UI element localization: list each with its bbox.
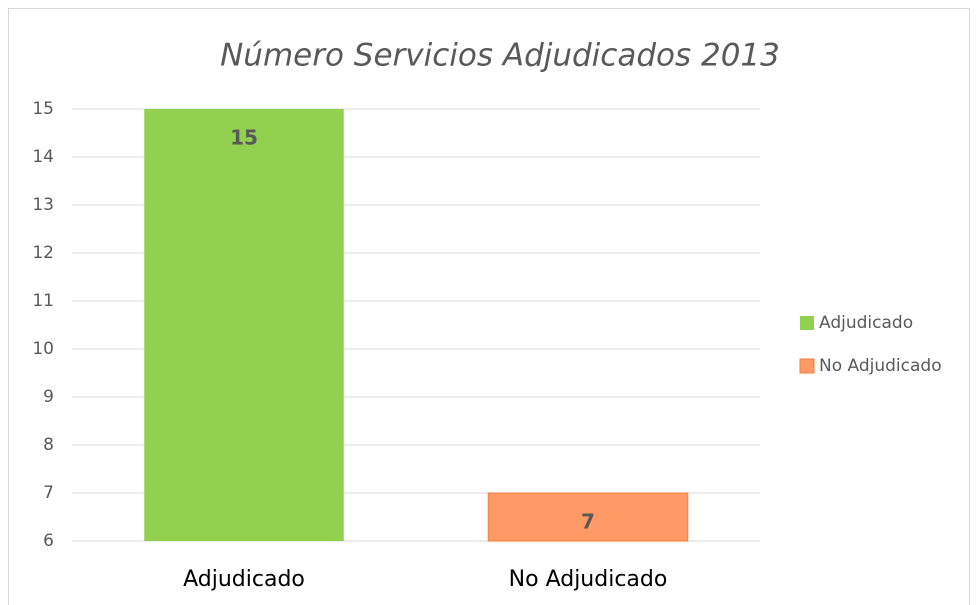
y-tick-label: 9	[43, 387, 54, 407]
bar	[144, 109, 344, 541]
x-tick-label: Adjudicado	[183, 567, 305, 592]
y-tick-label: 7	[43, 483, 54, 503]
y-tick-label: 8	[43, 435, 54, 455]
y-tick-label: 14	[32, 147, 54, 167]
legend-swatch	[800, 316, 814, 330]
y-tick-label: 12	[32, 243, 54, 263]
bar	[487, 492, 689, 542]
legend-swatch	[799, 358, 815, 374]
y-tick-label: 11	[32, 291, 54, 311]
y-tick-label: 13	[32, 195, 54, 215]
y-tick-label: 10	[32, 339, 54, 359]
data-label: 15	[230, 126, 258, 150]
legend-label: No Adjudicado	[819, 356, 942, 376]
data-label: 7	[581, 510, 595, 534]
chart-title: Número Servicios Adjudicados 2013	[220, 38, 780, 74]
y-tick-label: 15	[32, 99, 54, 119]
y-tick-label: 6	[43, 531, 54, 551]
x-tick-label: No Adjudicado	[509, 567, 668, 592]
legend-label: Adjudicado	[819, 313, 913, 333]
